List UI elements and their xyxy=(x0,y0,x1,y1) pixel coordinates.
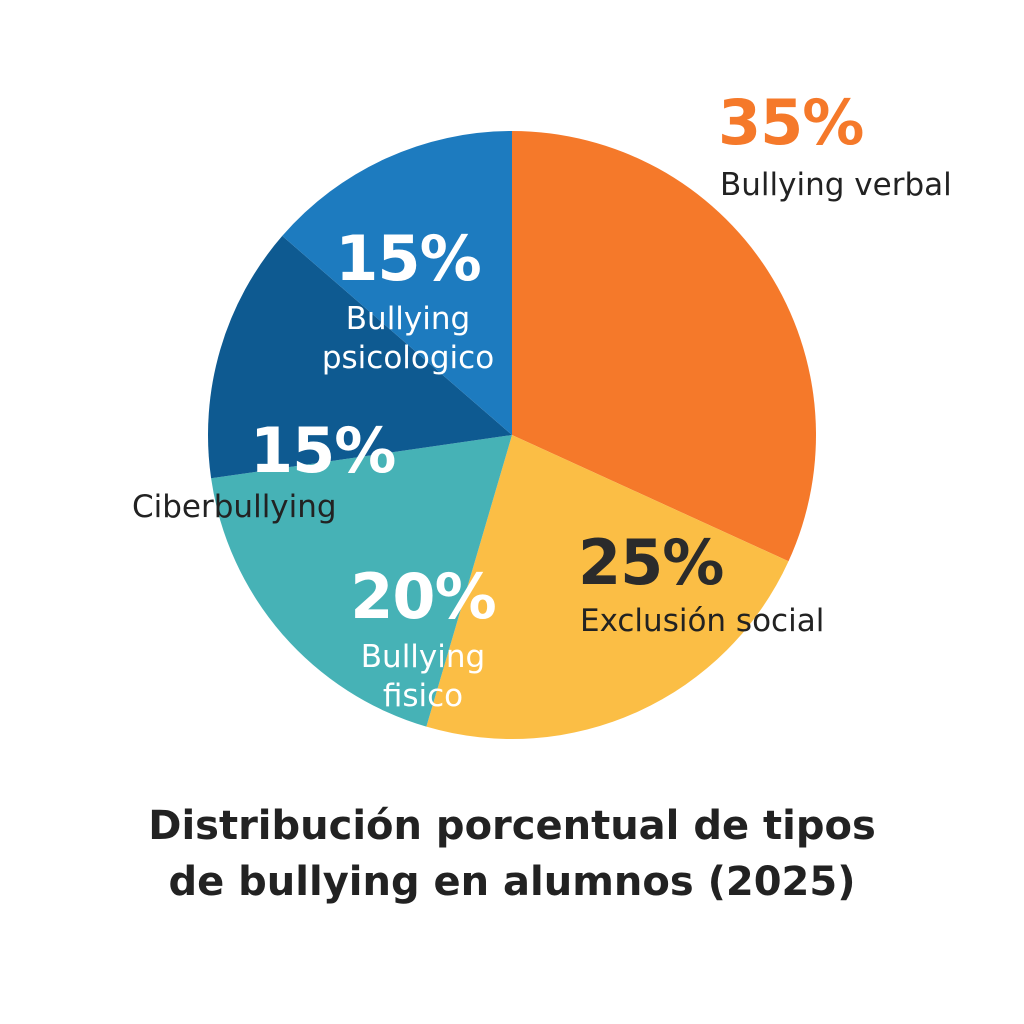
pie-slice-ciberbullying xyxy=(208,235,512,479)
slice-name-label-bullying-fisico-line2: fisico xyxy=(382,678,464,714)
chart-title-line-1: Distribución porcentual de tipos xyxy=(148,803,876,849)
slice-value-label-bullying-fisico: 20% xyxy=(350,560,496,633)
slice-value-label-exclusion-social: 25% xyxy=(578,526,724,599)
slice-name-label-bullying-verbal: Bullying verbal xyxy=(720,167,952,203)
pie-slice-bullying-verbal xyxy=(512,131,816,562)
chart-title-line-2: de bullying en alumnos (2025) xyxy=(168,859,856,905)
pie-slice-bullying-psicologico xyxy=(282,131,512,435)
pie-slice-bullying-fisico xyxy=(211,435,512,727)
chart-title: Distribución porcentual de tipos de bull… xyxy=(0,798,1024,910)
slice-name-label-exclusion-social: Exclusión social xyxy=(580,603,825,639)
slice-value-label-bullying-verbal: 35% xyxy=(718,86,864,159)
slice-name-label-bullying-psicologico-line2: psicologico xyxy=(321,340,495,376)
slice-value-label-bullying-psicologico: 15% xyxy=(335,222,481,295)
slice-value-label-ciberbullying: 15% xyxy=(250,414,396,487)
pie-slice-exclusion-social xyxy=(426,435,789,739)
slice-name-label-bullying-fisico-line1: Bullying xyxy=(360,639,486,675)
slice-name-label-ciberbullying: Ciberbullying xyxy=(132,489,337,525)
slice-name-label-bullying-psicologico-line1: Bullying xyxy=(345,301,471,337)
